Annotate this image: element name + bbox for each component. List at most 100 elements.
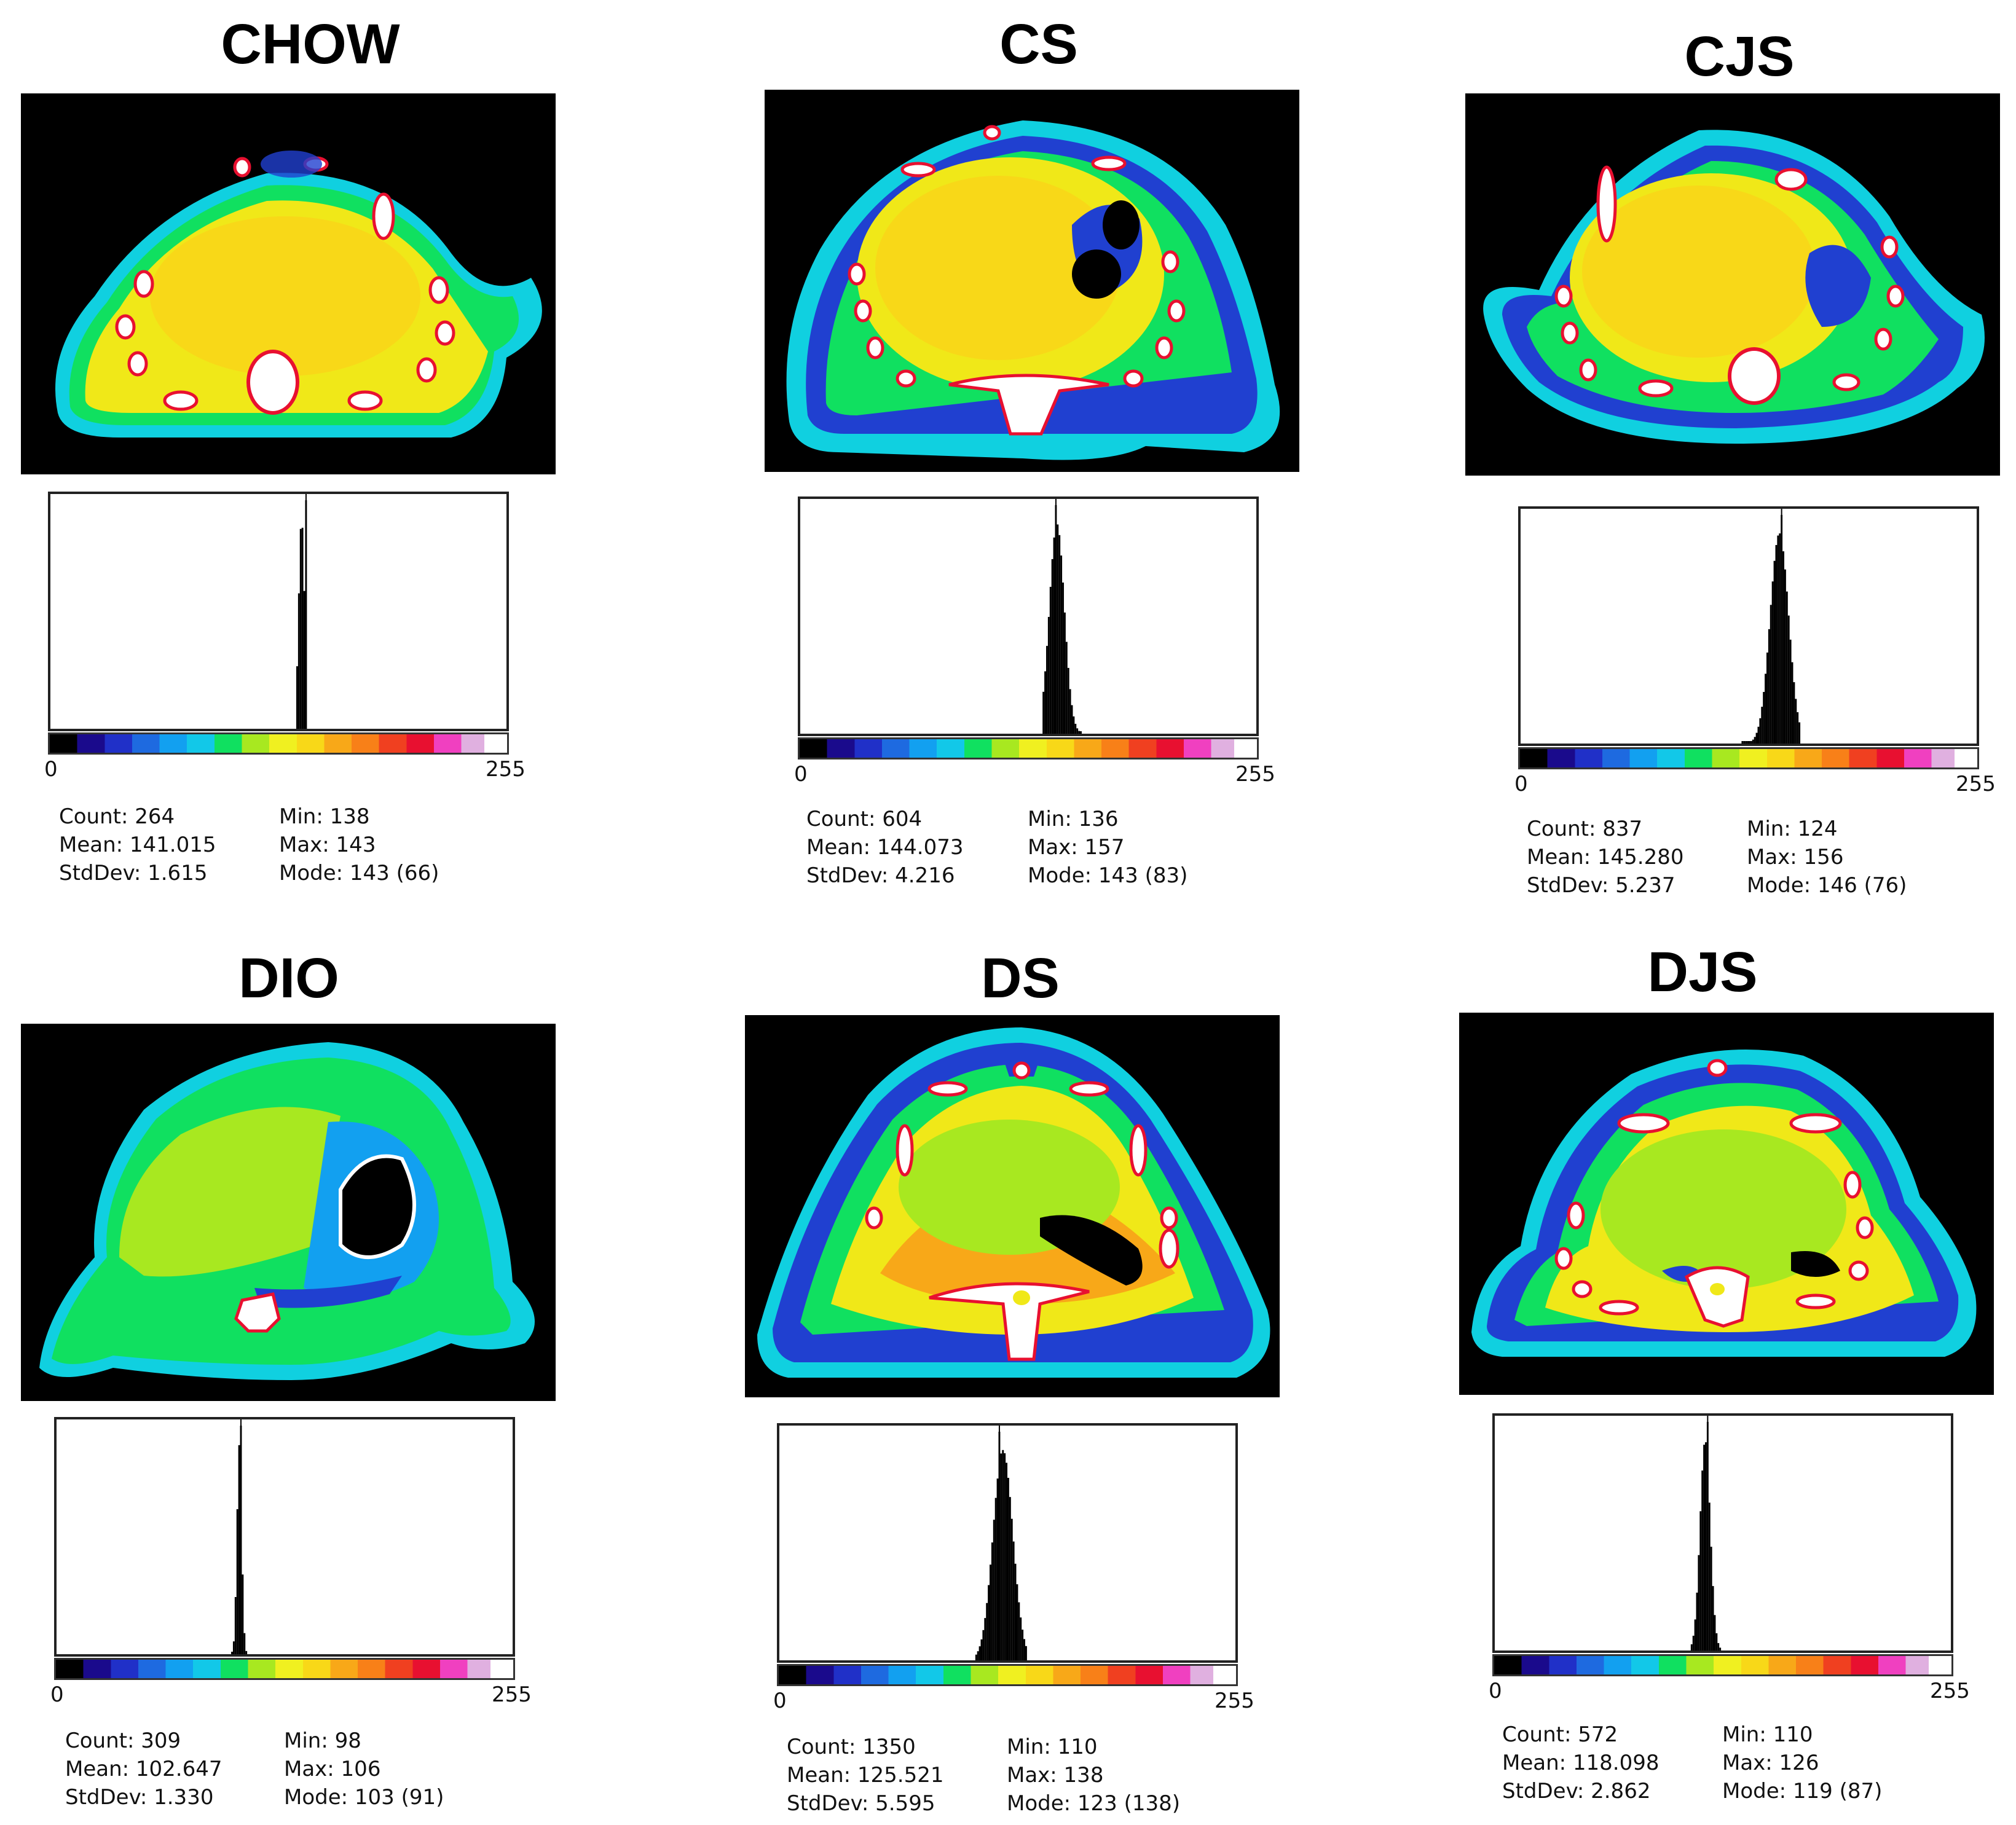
histogram-bar (1042, 691, 1045, 734)
ct-slice (1471, 1050, 1977, 1357)
histogram-bar (1000, 1453, 1002, 1660)
histogram-bar (1694, 1619, 1696, 1650)
stat-count: Count: 837 (1527, 817, 1643, 841)
stat-count: Count: 1350 (787, 1735, 916, 1759)
axis-max-label: 255 (486, 757, 526, 782)
axis-min-label: 0 (773, 1689, 787, 1713)
panel-title: CS (999, 13, 1078, 76)
stats-block: Count: 1350 Mean: 125.521 StdDev: 5.595 (787, 1733, 944, 1818)
stats-block: Count: 264 Mean: 141.015 StdDev: 1.615 (59, 803, 216, 887)
histogram-bar (301, 527, 304, 729)
histogram-bar (1065, 642, 1068, 734)
histogram-plot (1492, 1413, 1953, 1653)
ct-slice (757, 1027, 1270, 1378)
stat-stddev: StdDev: 5.595 (787, 1791, 935, 1816)
stat-stddev: StdDev: 5.237 (1527, 873, 1675, 898)
stat-count: Count: 309 (65, 1729, 181, 1753)
stat-mode: Mode: 119 (87) (1722, 1779, 1883, 1803)
histogram-bar (991, 1542, 993, 1660)
histogram-bar (1062, 583, 1064, 734)
histogram-bar (1071, 705, 1073, 734)
stat-max: Max: 156 (1747, 845, 1844, 869)
histogram-bar (1053, 537, 1055, 734)
stat-mode: Mode: 143 (66) (279, 861, 439, 885)
histogram-bar (1759, 718, 1762, 744)
histogram-bar (1797, 712, 1799, 744)
histogram-plot (777, 1423, 1238, 1663)
stat-mean: Mean: 125.521 (787, 1763, 944, 1788)
axis-max-label: 255 (1235, 762, 1275, 787)
histogram-bar (1795, 699, 1797, 744)
stats-block: Count: 837 Mean: 145.280 StdDev: 5.237 (1527, 815, 1684, 900)
histogram-bar (1080, 731, 1082, 734)
histogram-svg (1741, 509, 1801, 744)
histogram-bar (1784, 569, 1786, 744)
histogram-bar (1763, 692, 1765, 744)
ct-scan-image (745, 1015, 1280, 1397)
histogram-bar (1749, 741, 1750, 744)
axis-min-label: 0 (50, 1682, 64, 1707)
histogram-bar (1714, 1615, 1716, 1650)
histogram-bar (299, 528, 302, 729)
histogram-bar (1789, 639, 1792, 744)
histogram-bar (996, 1478, 999, 1660)
panel-title: DIO (238, 947, 339, 1010)
histogram-bar (1699, 1511, 1702, 1650)
lut-color-bar (54, 1658, 515, 1680)
stats-block-right: Min: 138 Max: 143 Mode: 143 (66) (279, 803, 439, 887)
stat-mode: Mode: 146 (76) (1747, 873, 1907, 898)
histogram-bar (1690, 1644, 1693, 1650)
axis-min-label: 0 (1489, 1679, 1502, 1703)
histogram-bar (1710, 1547, 1712, 1650)
stat-min: Min: 98 (284, 1729, 361, 1753)
histogram-bar (1712, 1586, 1714, 1650)
histogram-bar (245, 1650, 248, 1654)
axis-max-label: 255 (1215, 1689, 1254, 1713)
stat-mean: Mean: 141.015 (59, 833, 216, 857)
histogram-bar (1715, 1633, 1718, 1650)
stat-min: Min: 124 (1747, 817, 1838, 841)
histogram-bar (1743, 741, 1746, 744)
histogram-bar (1701, 1470, 1704, 1650)
panel-title: DS (981, 947, 1060, 1010)
histogram-bar (1023, 1639, 1025, 1660)
ct-slice (55, 151, 542, 438)
stats-block-right: Min: 124 Max: 156 Mode: 146 (76) (1747, 815, 1907, 900)
histogram-bar (1768, 629, 1770, 744)
ct-scan-image (21, 1024, 556, 1401)
stat-count: Count: 264 (59, 804, 175, 829)
histogram-bar (1025, 1646, 1027, 1660)
histogram-bar (1044, 671, 1046, 734)
histogram-bar (994, 1497, 997, 1660)
stat-count: Count: 604 (806, 807, 923, 831)
histogram-bar (303, 591, 305, 729)
stat-stddev: StdDev: 1.330 (65, 1785, 214, 1810)
axis-min-label: 0 (794, 762, 808, 787)
ct-slice (1483, 130, 1985, 444)
histogram-bar (1004, 1453, 1006, 1660)
histogram-svg (231, 1419, 248, 1654)
histogram-bar (1692, 1635, 1695, 1650)
histogram-bar (236, 1509, 238, 1654)
histogram-bar (1770, 605, 1772, 744)
stats-block: Count: 572 Mean: 118.098 StdDev: 2.862 (1502, 1721, 1660, 1805)
histogram-bar (1765, 673, 1766, 744)
histogram-bar (990, 1564, 991, 1660)
histogram-svg (975, 1426, 1027, 1660)
histogram-bar (1754, 737, 1756, 744)
histogram-bar (1073, 716, 1075, 734)
histogram-svg (296, 494, 307, 729)
histogram-svg (1042, 499, 1082, 734)
histogram-bar (1750, 741, 1752, 744)
histogram-bar (977, 1651, 979, 1660)
histogram-svg (1690, 1416, 1722, 1650)
ct-scan-image (21, 93, 556, 474)
stat-max: Max: 126 (1722, 1751, 1819, 1775)
stat-stddev: StdDev: 1.615 (59, 861, 208, 885)
histogram-bar (1793, 682, 1795, 744)
histogram-bar (1047, 616, 1050, 734)
histogram-plot (48, 492, 509, 731)
histogram-bar (993, 1520, 995, 1660)
histogram-bar (1761, 707, 1763, 744)
stat-stddev: StdDev: 4.216 (806, 863, 955, 888)
